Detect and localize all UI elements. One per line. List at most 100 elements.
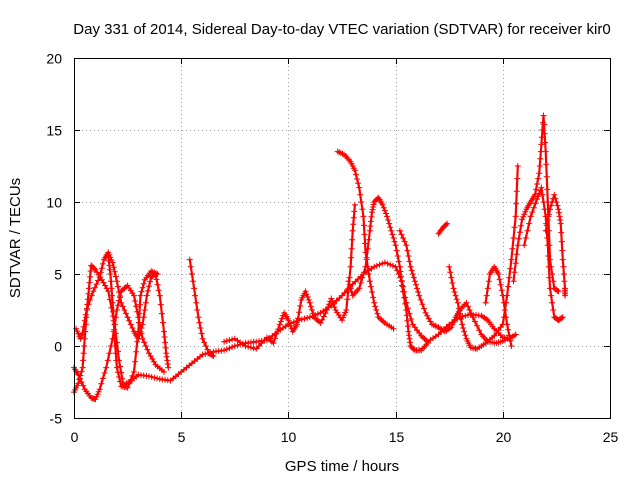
data-point <box>142 343 149 349</box>
data-point <box>359 206 366 213</box>
axis-ticks <box>74 58 611 419</box>
data-point <box>83 305 90 312</box>
data-point <box>534 196 541 203</box>
data-point <box>482 299 489 306</box>
data-point <box>400 288 407 295</box>
data-point <box>112 350 119 357</box>
series-track-2 <box>71 282 167 403</box>
data-point <box>361 269 367 276</box>
data-point <box>406 258 413 265</box>
data-point <box>79 330 86 336</box>
data-point <box>536 163 543 169</box>
data-point <box>508 256 515 263</box>
data-point <box>536 190 543 197</box>
data-point <box>535 175 542 182</box>
data-point <box>258 340 265 347</box>
data-point <box>139 284 146 291</box>
data-point <box>373 262 380 269</box>
data-point <box>383 210 389 217</box>
data-point <box>96 273 103 280</box>
data-point <box>201 339 208 346</box>
x-tick-label: 5 <box>178 429 186 445</box>
data-point <box>210 353 217 360</box>
data-point <box>396 227 403 234</box>
series-track-11 <box>446 163 521 352</box>
y-tick-label: 0 <box>54 339 62 355</box>
data-point <box>540 112 547 119</box>
data-point <box>542 227 549 234</box>
data-point <box>471 318 478 325</box>
data-point <box>80 323 87 330</box>
data-point <box>357 191 364 198</box>
data-point <box>362 263 369 270</box>
data-point <box>123 310 129 317</box>
data-point <box>188 271 195 277</box>
data-point <box>310 310 317 317</box>
data-point <box>361 222 367 229</box>
data-point <box>99 260 106 267</box>
data-point <box>408 267 415 274</box>
data-point <box>187 263 194 270</box>
data-point <box>403 242 410 249</box>
data-point <box>133 303 140 310</box>
data-point <box>108 278 114 285</box>
data-point <box>366 278 373 285</box>
data-point <box>317 320 324 326</box>
data-point <box>294 321 300 328</box>
data-point <box>195 314 202 321</box>
data-point <box>273 330 280 337</box>
data-point <box>82 311 89 318</box>
data-point <box>81 343 88 349</box>
data-point <box>349 236 356 243</box>
data-point <box>379 201 386 208</box>
data-point <box>386 220 393 227</box>
data-point <box>111 326 118 333</box>
data-point <box>358 199 365 205</box>
data-point <box>501 337 508 344</box>
data-point <box>365 236 372 243</box>
data-point <box>80 350 87 357</box>
data-point <box>161 368 167 375</box>
data-point <box>305 296 312 303</box>
data-point <box>513 251 520 258</box>
data-point <box>75 380 82 387</box>
data-point <box>406 335 413 342</box>
data-point <box>404 317 411 324</box>
data-point <box>352 278 359 285</box>
data-point <box>295 315 301 322</box>
data-point <box>561 278 568 285</box>
data-point <box>161 328 167 335</box>
data-point <box>303 291 310 298</box>
data-point <box>132 298 139 304</box>
data-point <box>231 343 238 349</box>
data-point <box>91 265 98 272</box>
data-point <box>161 334 168 340</box>
data-point <box>296 309 303 316</box>
data-point <box>104 357 111 364</box>
data-point <box>135 328 142 335</box>
data-point <box>532 200 539 207</box>
data-point <box>460 325 467 331</box>
data-point <box>466 307 473 313</box>
data-point <box>511 224 518 231</box>
data-point <box>88 292 95 299</box>
data-point <box>121 307 128 313</box>
data-point <box>136 301 143 308</box>
data-point <box>521 242 528 249</box>
data-point <box>560 271 567 277</box>
data-point <box>370 294 377 301</box>
y-tick-label: -5 <box>50 411 63 427</box>
data-point <box>223 338 230 344</box>
series-track-15 <box>542 191 568 299</box>
data-point <box>301 315 308 322</box>
data-point <box>503 314 509 321</box>
data-point <box>536 170 543 177</box>
data-point <box>330 301 337 308</box>
data-point <box>110 317 117 324</box>
data-point <box>387 261 394 268</box>
data-point <box>526 220 533 227</box>
data-point <box>535 193 542 200</box>
data-point <box>447 269 454 276</box>
data-point <box>393 247 400 254</box>
data-point <box>547 285 553 292</box>
